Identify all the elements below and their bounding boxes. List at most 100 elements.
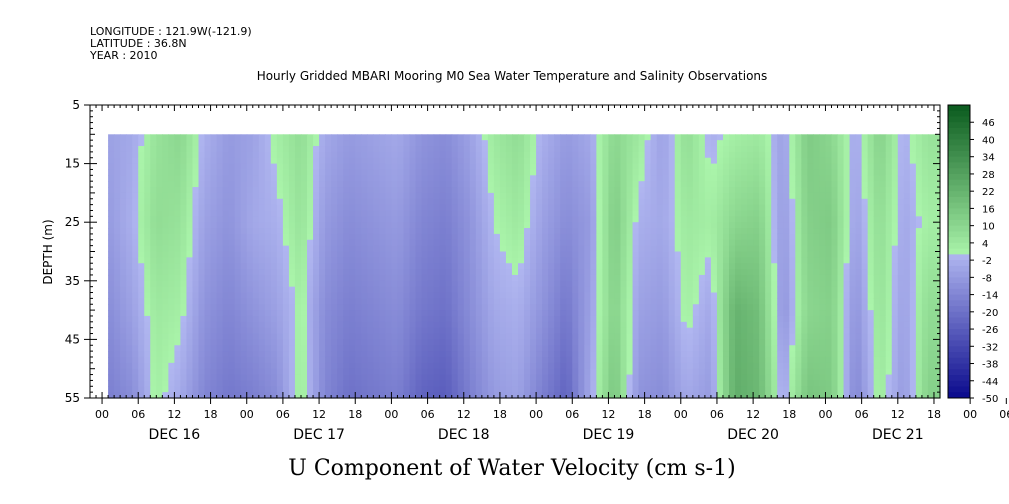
heatmap-cell [487, 286, 495, 294]
heatmap-cell [108, 233, 115, 241]
heatmap-cell [373, 351, 380, 358]
heatmap-cell [162, 386, 169, 393]
heatmap-cell [409, 134, 417, 141]
heatmap-cell [554, 198, 561, 206]
heatmap-cell [674, 204, 682, 212]
heatmap-cell [511, 216, 519, 223]
heatmap-cell [566, 310, 573, 317]
heatmap-cell [325, 169, 332, 176]
heatmap-cell [620, 192, 628, 200]
heatmap-cell [282, 345, 290, 352]
heatmap-cell [710, 280, 718, 288]
heatmap-cell [686, 175, 694, 182]
heatmap-cell [319, 251, 326, 258]
heatmap-cell [759, 298, 766, 305]
heatmap-cell [578, 198, 585, 206]
heatmap-cell [270, 239, 278, 247]
heatmap-cell [337, 187, 344, 194]
heatmap-cell [385, 392, 393, 399]
heatmap-cell [632, 163, 640, 171]
heatmap-cell [747, 228, 754, 235]
heatmap-cell [168, 210, 175, 217]
heatmap-cell [741, 386, 748, 393]
heatmap-cell [415, 175, 423, 182]
heatmap-cell [632, 239, 640, 247]
heatmap-cell [397, 269, 405, 276]
heatmap-cell [439, 210, 447, 217]
heatmap-cell [674, 351, 682, 358]
heatmap-cell [264, 356, 272, 364]
heatmap-cell [530, 146, 537, 153]
heatmap-cell [403, 216, 411, 223]
heatmap-cell [505, 146, 513, 153]
heatmap-cell [656, 374, 664, 382]
heatmap-cell [397, 315, 405, 323]
heatmap-cell [505, 257, 513, 264]
heatmap-cell [162, 351, 169, 358]
heatmap-cell [511, 198, 519, 206]
heatmap-cell [457, 356, 465, 364]
heatmap-cell [349, 233, 356, 241]
heatmap-cell [355, 286, 362, 294]
heatmap-cell [542, 169, 549, 176]
heatmap-cell [692, 263, 700, 270]
heatmap-cell [343, 274, 350, 282]
heatmap-cell [572, 310, 579, 317]
heatmap-cell [313, 274, 320, 282]
heatmap-cell [560, 274, 567, 282]
heatmap-cell [361, 210, 368, 217]
heatmap-cell [294, 169, 302, 176]
heatmap-cell [753, 374, 760, 382]
heatmap-cell [367, 310, 374, 317]
heatmap-cell [451, 286, 459, 294]
heatmap-cell [487, 210, 495, 217]
heatmap-cell [578, 146, 585, 153]
heatmap-cell [638, 222, 646, 229]
heatmap-cell [716, 198, 724, 206]
heatmap-cell [168, 298, 175, 305]
heatmap-cell [457, 222, 465, 229]
heatmap-cell [602, 339, 610, 346]
heatmap-cell [343, 374, 350, 382]
heatmap-cell [566, 368, 573, 376]
heatmap-cell [234, 175, 242, 182]
heatmap-cell [373, 315, 380, 323]
heatmap-cell [614, 181, 622, 188]
heatmap-cell [716, 351, 724, 358]
heatmap-cell [276, 304, 284, 311]
heatmap-cell [542, 380, 549, 387]
heatmap-cell [222, 380, 230, 387]
heatmap-cell [499, 192, 507, 200]
heatmap-cell [554, 286, 561, 294]
heatmap-cell [722, 187, 730, 194]
heatmap-cell [355, 216, 362, 223]
heatmap-cell [228, 163, 236, 171]
heatmap-cell [234, 263, 242, 270]
heatmap-cell [729, 251, 736, 258]
heatmap-cell [735, 274, 742, 282]
heatmap-cell [403, 187, 411, 194]
heatmap-cell [735, 356, 742, 364]
heatmap-cell [150, 351, 157, 358]
heatmap-cell [638, 292, 646, 299]
heatmap-cell [518, 392, 525, 399]
heatmap-cell [186, 146, 194, 153]
heatmap-cell [300, 368, 308, 376]
heatmap-cell [126, 263, 133, 270]
heatmap-cell [662, 151, 670, 159]
heatmap-cell [572, 233, 579, 241]
heatmap-cell [120, 292, 127, 299]
heatmap-cell [644, 345, 652, 352]
heatmap-cell [325, 339, 332, 346]
heatmap-cell [463, 233, 471, 241]
heatmap-cell [590, 146, 597, 153]
heatmap-cell [174, 134, 182, 141]
heatmap-cell [572, 327, 579, 335]
heatmap-cell [162, 368, 169, 376]
heatmap-cell [403, 321, 411, 329]
heatmap-cell [168, 333, 175, 340]
heatmap-cell [210, 146, 218, 153]
heatmap-cell [373, 374, 380, 382]
heatmap-cell [548, 140, 555, 147]
heatmap-cell [240, 380, 248, 387]
